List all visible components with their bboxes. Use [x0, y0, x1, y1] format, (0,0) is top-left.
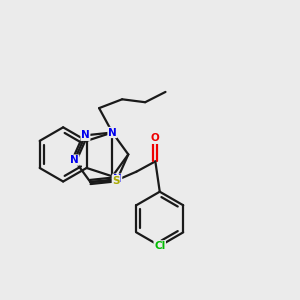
Text: N: N	[108, 128, 117, 137]
Text: Cl: Cl	[154, 241, 165, 251]
Text: N: N	[113, 174, 122, 184]
Text: N: N	[81, 130, 90, 140]
Text: O: O	[151, 134, 160, 143]
Text: S: S	[112, 176, 120, 185]
Text: N: N	[70, 155, 79, 165]
